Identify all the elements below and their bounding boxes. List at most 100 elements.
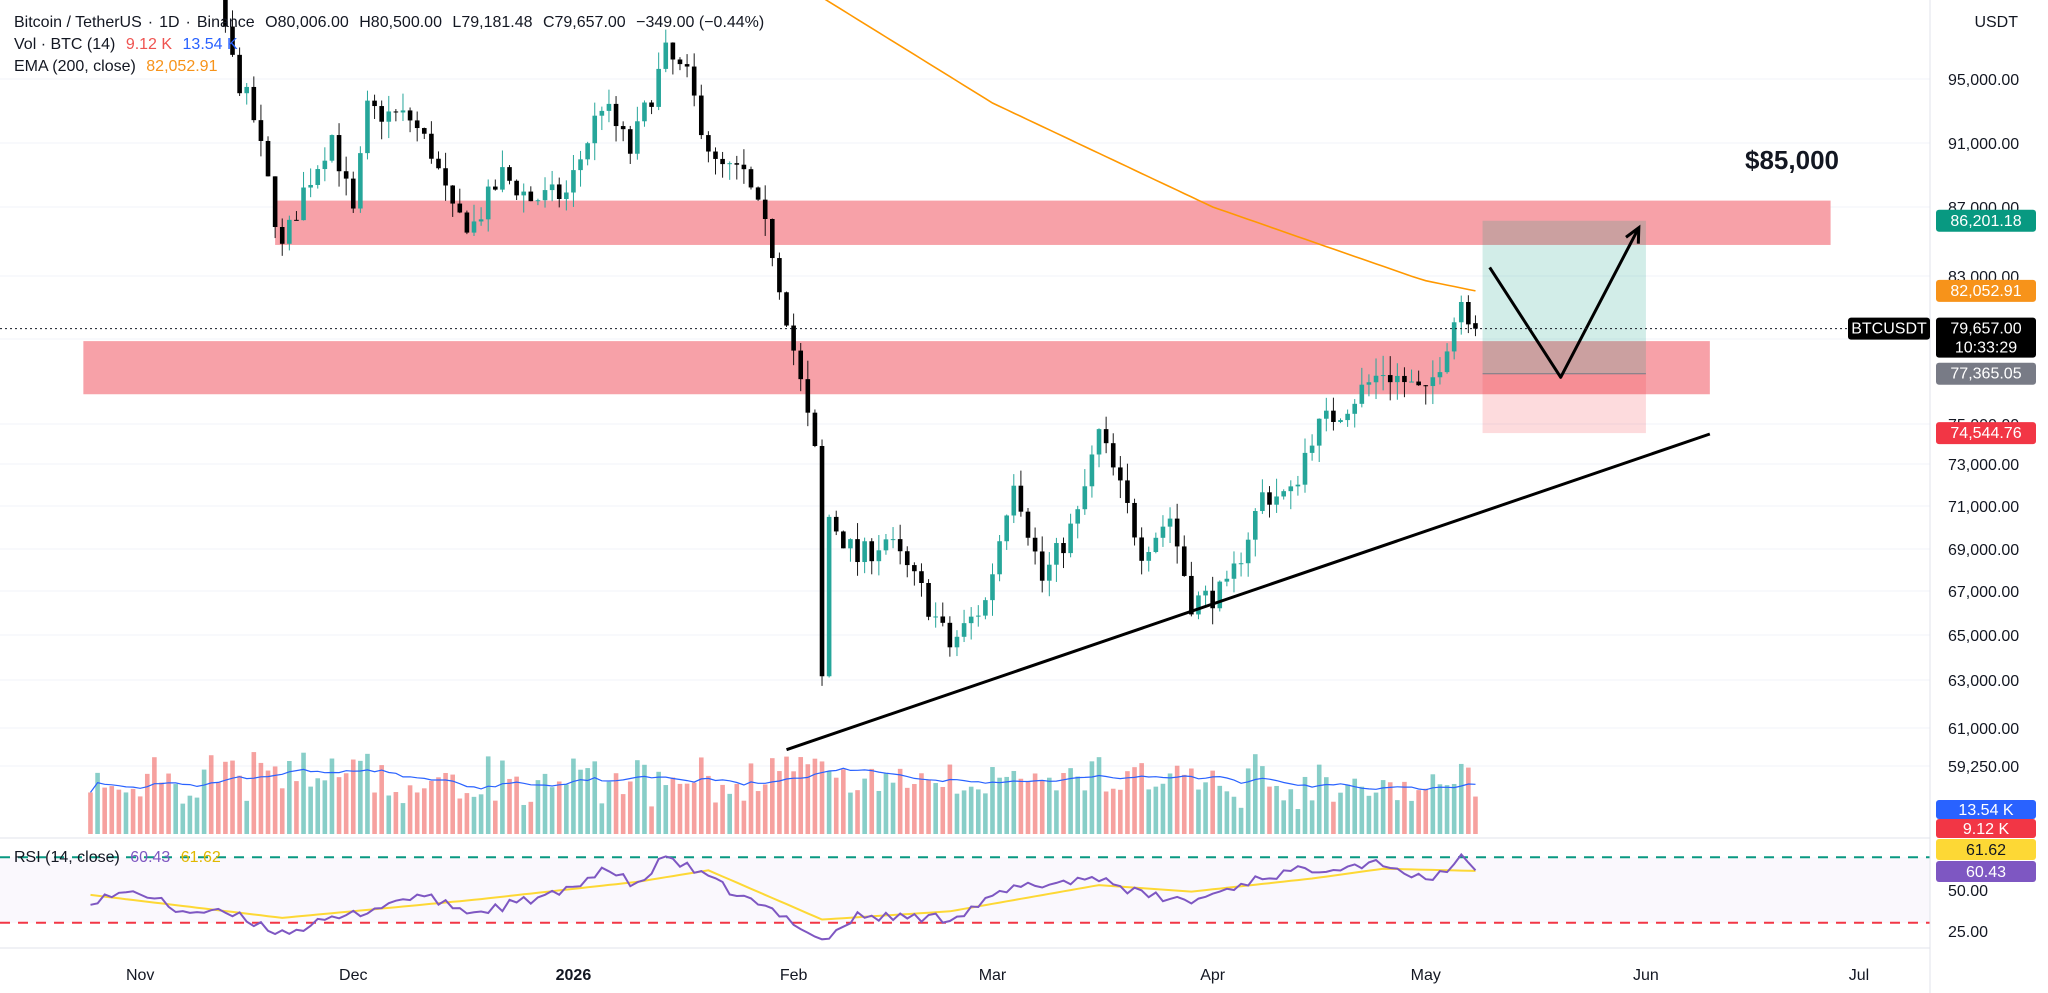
ascending-trendline [786,432,1711,752]
candle-body [1004,515,1009,542]
time-tick-label: Mar [979,967,1007,984]
volume-bar [748,763,754,834]
candle-body [1061,543,1066,554]
candle-body [1082,486,1088,510]
volume-bar [528,801,534,834]
time-tick-label: 2026 [556,967,592,984]
entry-price-badge[interactable]: 77,365.05 [1936,362,2036,385]
volume-bar [436,777,441,834]
volume-bar [997,777,1002,834]
volume-bar [762,784,768,834]
candle-body [514,180,519,196]
symbol-tag[interactable]: BTCUSDT [1848,317,1930,340]
candle-body [926,582,931,617]
interval-label[interactable]: 1D [159,14,180,31]
candle-body [933,616,938,618]
volume-bar [400,803,406,834]
volume-badge[interactable]: 13.54 K [1936,800,2036,819]
volume-bar [1387,782,1393,834]
candle-body [862,541,867,563]
volume-bar [869,768,875,834]
candle-body [1189,575,1194,615]
ema-price-badge[interactable]: 82,052.91 [1936,279,2036,302]
candle-body [698,95,704,136]
price-tick-label: 71,000.00 [1948,499,2019,516]
candle-body [1444,351,1450,373]
volume-bar [1309,800,1315,834]
rsi-value: 60.43 [130,849,171,866]
price-tick-label: 61,000.00 [1948,721,2019,738]
candle-body [223,0,228,27]
target-price-badge-bg [1936,209,2036,232]
ema-legend[interactable]: EMA (200, close) 82,052.91 [14,56,223,78]
volume-bar [904,787,910,834]
ema-200-line [824,0,1476,292]
price-target-annotation[interactable]: $85,000 [1745,145,1839,175]
candle-body [279,227,285,244]
volume-bar [322,780,328,834]
volume-badge[interactable]: 9.12 K [1936,819,2036,838]
rsi-value-badge[interactable]: 61.62 [1936,839,2036,860]
volume-bar [1338,792,1343,834]
volume-bar [358,760,363,834]
rsi-legend[interactable]: RSI (14, close) 60.43 61.62 [14,847,227,869]
stop-price-badge-text: 74,544.76 [1950,425,2021,442]
candle-body [1466,302,1471,325]
volume-bar [350,759,356,834]
candle-body [1025,511,1031,538]
volume-bar [1302,776,1308,834]
stop-price-badge[interactable]: 74,544.76 [1936,422,2036,445]
rsi-ma-line [90,867,1476,921]
candle-body [890,539,896,541]
volume-bar [1132,767,1137,834]
close-value: C79,657.00 [542,14,626,31]
candle-body [940,616,946,623]
candle-body [627,129,633,154]
candle-body [1380,375,1386,377]
volume-legend[interactable]: Vol · BTC (14) 9.12 K 13.54 K [14,34,244,56]
last-price-badge[interactable]: 79,657.00 10:33:29 [1936,317,2036,358]
volume-bar [798,757,804,834]
candle-body [1132,502,1137,538]
low-value: L79,181.48 [452,14,533,31]
candle-body [578,159,583,171]
volume-bar [1189,768,1194,834]
volume-bar [1324,777,1329,834]
candle-body [706,135,711,152]
volume-bar [1466,767,1471,834]
candle-body [1352,403,1358,414]
volume-bar [308,786,313,834]
candle-body [1345,413,1350,421]
time-tick-label: Apr [1200,967,1226,984]
volume-bar [897,768,903,834]
volume-bar [805,764,811,834]
volume-bar [301,752,306,834]
candle-body [358,153,363,209]
rsi-value-badge[interactable]: 60.43 [1936,861,2036,882]
volume-bar [237,775,242,834]
volume-bar [443,772,448,834]
volume-bar [88,792,93,834]
candle-body [1423,385,1429,387]
symbol-name[interactable]: Bitcoin / TetherUS [14,14,142,31]
candle-body [336,135,342,172]
candle-body [1451,322,1457,352]
volume-bar [1167,773,1173,834]
candle-body [1309,445,1315,453]
volume-bar [606,781,612,834]
volume-bar [1430,774,1436,834]
target-price-badge[interactable]: 86,201.18 [1936,209,2036,232]
time-tick-label: May [1411,967,1441,984]
price-scale-unit[interactable]: USDT [1974,14,2018,31]
volume-bar [230,760,235,834]
candle-body [1231,563,1237,579]
candle-body [1181,546,1187,576]
volume-bar [393,792,399,834]
candle-body [1395,375,1400,383]
candle-body [329,135,335,161]
volume-bar [841,769,846,834]
time-tick-label: Dec [339,967,367,984]
candle-body [500,167,505,190]
volume-bar [1061,773,1066,834]
